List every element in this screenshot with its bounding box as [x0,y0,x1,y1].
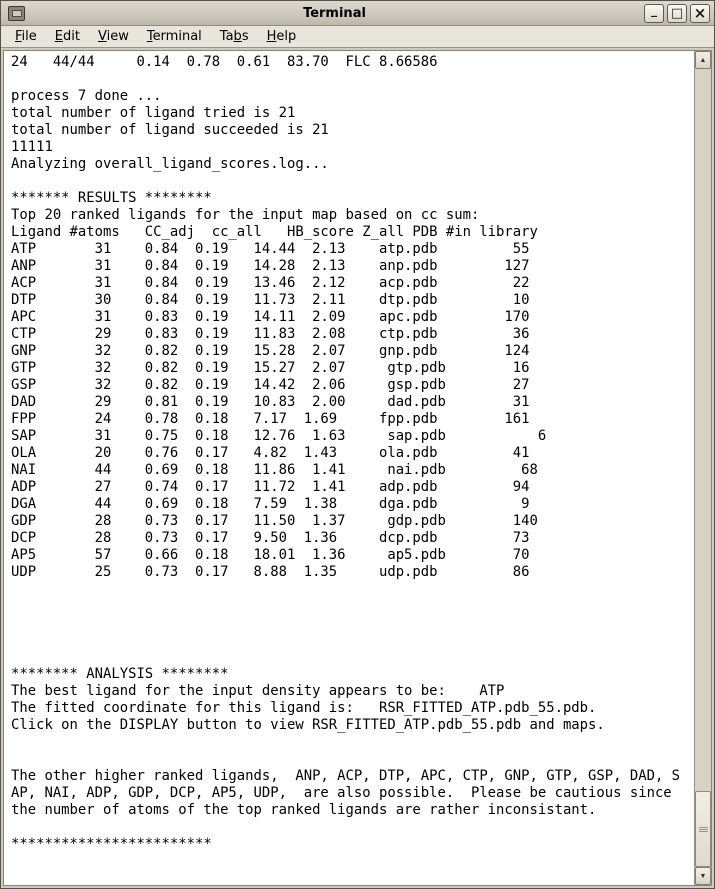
terminal-viewport[interactable]: 24 44/44 0.14 0.78 0.61 83.70 FLC 8.6658… [4,51,694,885]
terminal-output[interactable]: 24 44/44 0.14 0.78 0.61 83.70 FLC 8.6658… [11,54,681,852]
scroll-down-button[interactable]: ▼ [695,867,711,885]
minimize-icon: _ [651,3,657,17]
titlebar[interactable]: Terminal _ □ × [1,1,714,26]
maximize-button[interactable]: □ [667,3,687,23]
menu-file[interactable]: File [15,29,37,44]
scroll-up-button[interactable]: ▲ [695,51,711,69]
terminal-body: 24 44/44 0.14 0.78 0.61 83.70 FLC 8.6658… [3,50,712,886]
maximize-icon: □ [670,5,684,21]
menu-help[interactable]: Help [266,29,297,44]
close-icon: × [693,3,707,22]
arrow-down-icon: ▼ [699,872,707,880]
scrollbar-track[interactable] [695,69,711,867]
terminal-window-icon[interactable] [8,5,25,21]
menubar: File Edit View Terminal Tabs Help [1,26,714,48]
close-button[interactable]: × [690,3,710,23]
scrollbar: ▲ ▼ [694,51,711,885]
scrollbar-grip-icon [698,826,708,833]
minimize-button[interactable]: _ [644,3,664,23]
menu-edit[interactable]: Edit [54,29,80,44]
menu-tabs[interactable]: Tabs [219,29,249,44]
window-controls: _ □ × [644,3,710,23]
menu-terminal[interactable]: Terminal [146,29,202,44]
menu-view[interactable]: View [97,29,129,44]
scrollbar-thumb[interactable] [695,791,711,867]
terminal-icon-screen [11,9,22,17]
window-title: Terminal [303,5,366,21]
arrow-up-icon: ▲ [699,56,707,64]
